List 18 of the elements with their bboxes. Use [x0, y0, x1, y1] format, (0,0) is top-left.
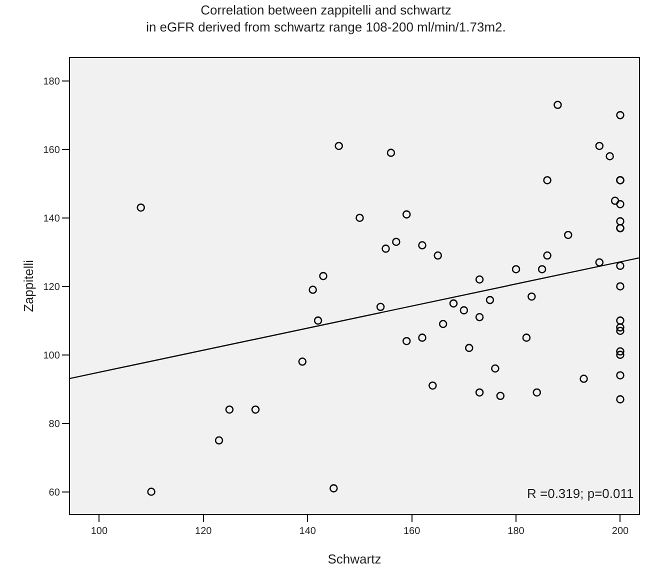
y-tick-label: 60 [48, 487, 60, 498]
x-tick-label: 160 [403, 526, 421, 538]
annotation: R =0.319; p=0.011 [527, 486, 634, 501]
x-tick-label: 140 [299, 526, 316, 538]
y-tick-label: 180 [43, 76, 60, 88]
y-axis-title: Zappitelli [21, 260, 36, 312]
x-axis-title: Schwartz [328, 552, 382, 567]
x-tick-label: 100 [90, 526, 108, 538]
chart-title: Correlation between zappitelli and schwartz [200, 2, 452, 18]
chart-subtitle: in eGFR derived from schwartz range 108-200 ml/min/1.73m2. [146, 19, 506, 34]
y-tick-label: 160 [43, 144, 60, 156]
x-tick-label: 120 [195, 526, 212, 538]
y-tick-label: 120 [43, 282, 60, 293]
y-tick-label: 140 [43, 213, 60, 224]
y-tick-label: 100 [43, 350, 60, 362]
x-tick-label: 180 [508, 526, 525, 538]
x-tick-label: 200 [612, 526, 630, 538]
y-tick-label: 80 [48, 418, 60, 430]
